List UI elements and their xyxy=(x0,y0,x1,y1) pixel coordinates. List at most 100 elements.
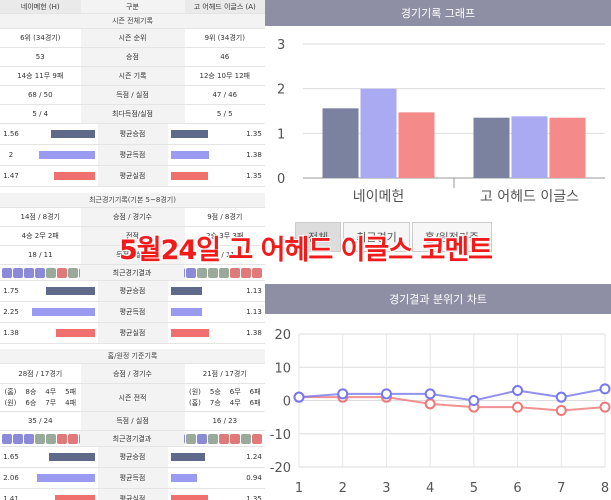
recent-bar-row-away-track xyxy=(170,329,241,337)
y-tick-label: -20 xyxy=(270,461,291,476)
bar xyxy=(322,108,359,178)
venue-bar-row: 1.41 평균실점 1.35 xyxy=(0,489,265,500)
recent-dots-row-away-dot xyxy=(252,267,262,278)
venue-bar-row-away-bar xyxy=(170,474,197,482)
venue-bar-row-away-track xyxy=(170,453,241,461)
recent-dots-row-away-dot xyxy=(208,267,218,278)
venue-dots-row-away-dot xyxy=(252,433,262,444)
season-row-label: 시즌 기록 xyxy=(80,67,185,85)
venue-bar-row-home-bar xyxy=(37,474,95,482)
recent-bar-row-home-track xyxy=(25,287,95,295)
data-point xyxy=(555,404,567,416)
bar xyxy=(360,88,397,178)
data-point xyxy=(599,401,611,413)
season-row-away: 9위 (34경기) xyxy=(204,34,245,42)
season-bar-row-home-value: 1.56 xyxy=(3,130,19,138)
venue-record-home-line: (원) 6승 7무 4패 xyxy=(0,398,81,409)
season-row-label: 승점 xyxy=(80,48,185,66)
venue-record-away-cell: (원) xyxy=(188,387,201,396)
recent-bar-row-home-track xyxy=(25,308,95,316)
recent-dots-row-away-dots xyxy=(184,267,264,278)
season-bar-row: 1.47 평균실점 1.35 xyxy=(0,166,265,187)
season-row-home: 14승 11무 9패 xyxy=(17,72,64,80)
season-bar-row-label: 평균승점 xyxy=(97,124,168,144)
y-tick-label: 2 xyxy=(277,83,285,98)
season-bar-row: 2 평균득점 1.38 xyxy=(0,145,265,166)
recent-bar-row-away-value: 1.13 xyxy=(246,308,262,316)
venue-bar-row-away-value: 1.24 xyxy=(246,453,262,461)
recent-bar-row-home-value: 1.75 xyxy=(3,287,19,295)
header-mid: 구분 xyxy=(80,0,185,13)
season-bar-row: 1.56 평균승점 1.35 xyxy=(0,124,265,145)
venue-bar-row-label: 평균실점 xyxy=(97,489,168,500)
season-row-away: 5 / 5 xyxy=(216,110,233,118)
season-bar-row-label: 평균실점 xyxy=(97,166,168,186)
recent-section-title: 최근경기기록(기본 5~8경기) xyxy=(89,196,176,204)
comparison-table: 네이메헌 (H) 구분 고 어헤드 이글스 (A) 시즌 전체기록 6위 (34경기) 시… xyxy=(0,0,265,500)
recent-row-home: 14점 / 8경기 xyxy=(20,213,61,221)
y-tick-label: 10 xyxy=(274,361,291,376)
venue-dots-row-home-dot xyxy=(68,433,78,444)
venue-dots-row-home-dots xyxy=(0,433,80,444)
venue-record-home-cell: 6승 xyxy=(25,398,37,407)
x-tick-label: 5 xyxy=(470,481,478,496)
season-section: 시즌 전체기록 xyxy=(0,14,265,29)
recent-dots-row-away-dot xyxy=(184,267,185,278)
venue-bar-row-away-track xyxy=(170,495,241,500)
venue-dots-row-home-dot xyxy=(35,433,45,444)
recent-dots-row-home-dots xyxy=(0,267,80,278)
tab-recent[interactable]: 최근경기 xyxy=(343,222,410,252)
season-bar-row-away-value: 1.35 xyxy=(246,172,262,180)
tab-all[interactable]: 전체 xyxy=(295,222,342,252)
venue-record-home-cell: (원) xyxy=(4,398,17,407)
season-bar-row-away-value: 1.38 xyxy=(246,151,262,159)
bar xyxy=(549,117,586,178)
tab-home-away-label: 홈/원정기준 xyxy=(424,231,480,244)
venue-dots-row-home-dot xyxy=(79,433,80,444)
season-bar-row-home-bar xyxy=(51,130,95,138)
x-tick-label: 7 xyxy=(557,481,565,496)
venue-dots-row-home-dot xyxy=(2,433,12,444)
venue-dots-row-home-dot xyxy=(46,433,56,444)
mood-chart-title: 경기결과 분위기 차트 xyxy=(388,293,488,306)
tab-home-away[interactable]: 홈/원정기준 xyxy=(411,222,493,252)
venue-bar-row-away-value: 1.35 xyxy=(246,495,262,500)
season-bar-row-away-value: 1.35 xyxy=(246,130,262,138)
recent-row-away: 9 / 11 xyxy=(214,251,235,259)
x-tick-label: 고 어헤드 이글스 xyxy=(480,189,579,205)
season-row-label: 득점 / 실점 xyxy=(80,86,185,104)
venue-bar-row-home-track xyxy=(25,495,95,500)
data-point xyxy=(555,391,567,403)
recent-dots-row-away-dot xyxy=(219,267,229,278)
venue-record-away-cell: 6패 xyxy=(249,387,261,396)
venue-bar-row-away-value: 0.94 xyxy=(246,474,262,482)
venue-bar-row-home-track xyxy=(25,453,95,461)
recent-row: 4승 2무 2패 전적 2승 3무 3패 xyxy=(0,227,265,246)
data-point xyxy=(424,398,436,410)
filter-tabs: 전체 최근경기 홈/원정기준 xyxy=(295,222,493,252)
season-bar-row-home-track xyxy=(25,172,95,180)
venue-record-away-line: (원) 5승 6무 6패 xyxy=(185,387,266,398)
mood-line-chart: -20 -10 0 10 20 1 2 3 4 5 6 7 8 xyxy=(270,328,611,496)
venue-bar-row-home-value: 2.06 xyxy=(3,474,19,482)
recent-bar-row-away-bar xyxy=(170,329,209,337)
season-row: 6위 (34경기) 시즌 순위 9위 (34경기) xyxy=(0,29,265,48)
recent-dots-row-home-dot xyxy=(2,267,12,278)
recent-section: 최근경기기록(기본 5~8경기) xyxy=(0,193,265,208)
record-graph-title: 경기기록 그래프 xyxy=(400,7,476,20)
venue-record-away-cell: 6패 xyxy=(249,398,261,407)
venue-bar-row-label: 평균승점 xyxy=(97,447,168,467)
record-graph-header: 경기기록 그래프 xyxy=(265,0,611,26)
header-home: 네이메헌 (H) xyxy=(20,2,60,11)
venue-record-away-cell: 6무 xyxy=(229,387,241,396)
data-point xyxy=(293,391,305,403)
x-tick-label: 1 xyxy=(295,481,303,496)
venue-row-away: 21점 / 17경기 xyxy=(202,369,247,378)
season-bar-row-away-track xyxy=(170,130,241,138)
venue-bar-row-away-bar xyxy=(170,495,209,500)
recent-bar-row-away-bar xyxy=(170,308,202,316)
recent-row-label: 득점 / 실점 xyxy=(80,246,185,264)
venue-record-home-cell: 8승 xyxy=(25,387,37,396)
venue-dots-row-away-dot xyxy=(230,433,240,444)
venue-dots-row-away-dot xyxy=(208,433,218,444)
